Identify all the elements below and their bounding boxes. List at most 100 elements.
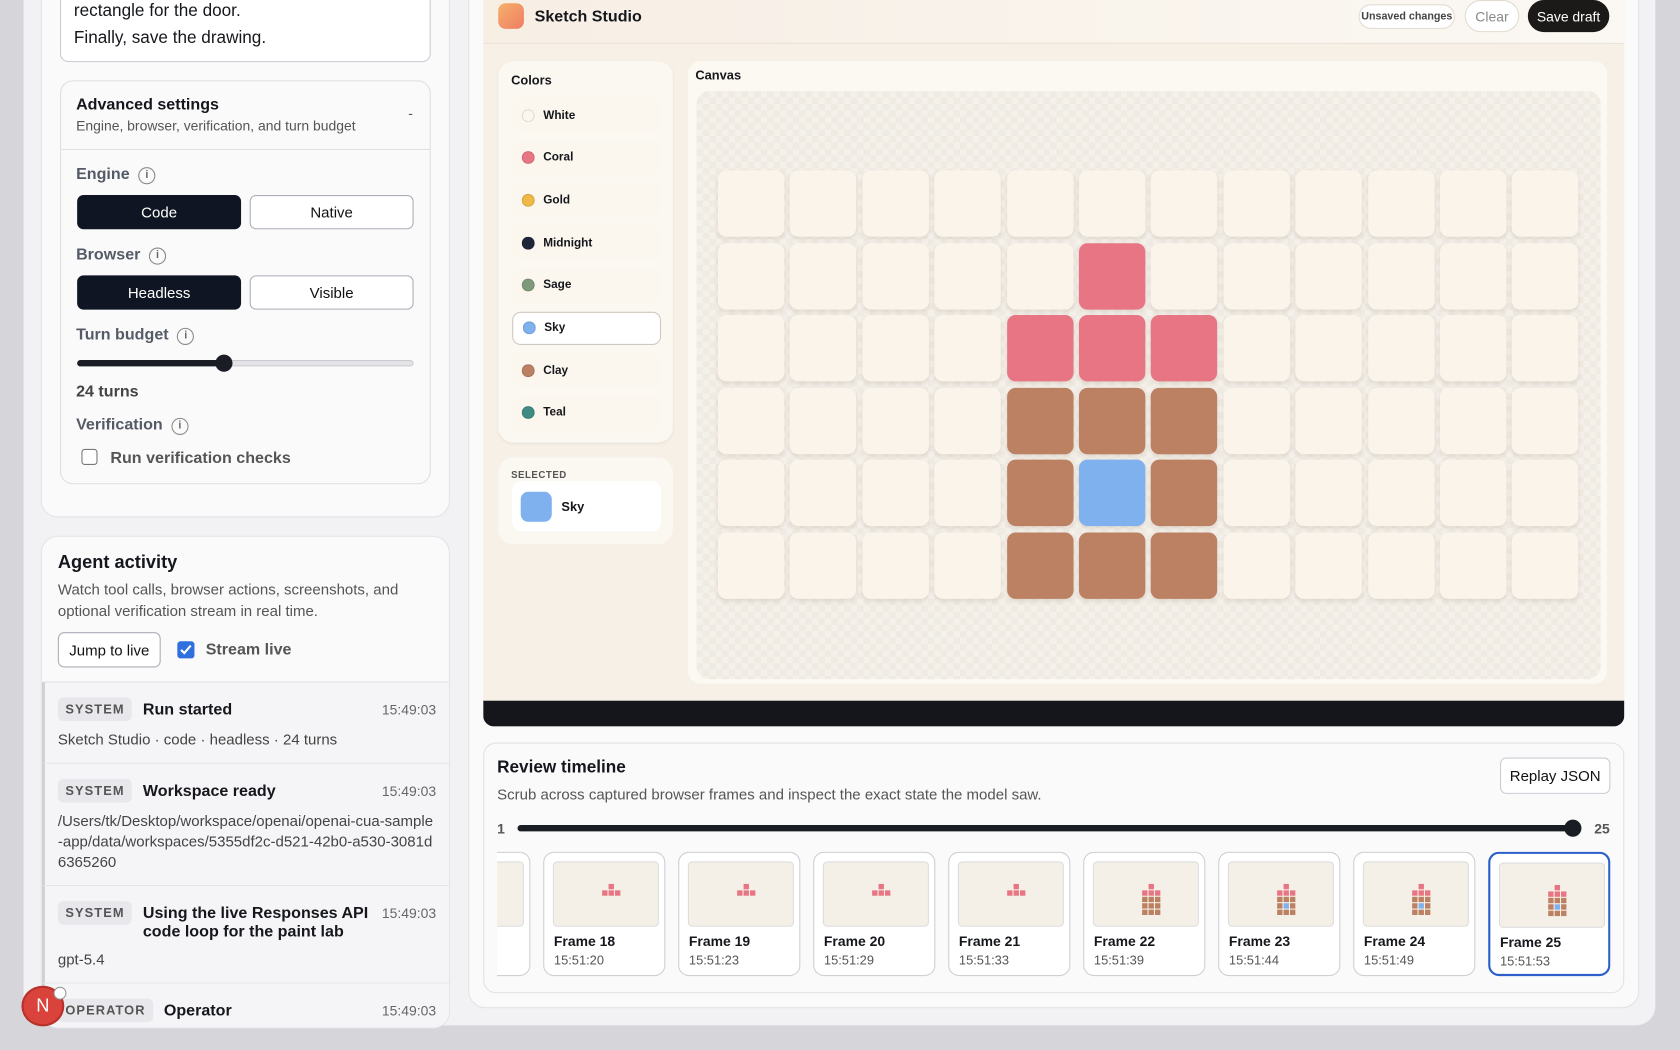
- canvas-cell[interactable]: [717, 242, 785, 310]
- frame-card[interactable]: Frame 22 15:51:39: [1083, 851, 1206, 977]
- log-entry[interactable]: SYSTEM Using the live Responses API code …: [41, 886, 449, 984]
- stream-checkbox[interactable]: [177, 641, 195, 659]
- painted-cell[interactable]: [1006, 387, 1074, 454]
- color-item[interactable]: Midnight: [512, 226, 662, 260]
- canvas-cell[interactable]: [1223, 315, 1290, 382]
- painted-cell[interactable]: [1078, 315, 1146, 382]
- color-item[interactable]: Gold: [512, 183, 662, 217]
- canvas-cell[interactable]: [717, 531, 785, 599]
- painted-cell[interactable]: [1151, 315, 1218, 382]
- canvas-cell[interactable]: [1151, 242, 1218, 310]
- color-item[interactable]: Clay: [512, 353, 662, 387]
- color-item[interactable]: Sage: [512, 268, 662, 302]
- canvas-cell[interactable]: [1295, 242, 1362, 310]
- canvas-cell[interactable]: [1295, 387, 1362, 454]
- frame-card[interactable]: [497, 851, 531, 977]
- checkbox-label[interactable]: Run verification checks: [110, 448, 291, 468]
- collapse-toggle[interactable]: -: [408, 105, 413, 122]
- canvas-cell[interactable]: [1223, 170, 1290, 237]
- canvas-cell[interactable]: [934, 387, 1001, 454]
- canvas-cell[interactable]: [1439, 315, 1507, 382]
- canvas-cell[interactable]: [862, 315, 929, 382]
- painted-cell[interactable]: [1151, 459, 1218, 527]
- painted-cell[interactable]: [1006, 531, 1074, 599]
- frame-card[interactable]: Frame 18 15:51:20: [543, 851, 666, 977]
- replay-button[interactable]: Replay JSON: [1500, 757, 1611, 794]
- frame-card[interactable]: Frame 24 15:51:49: [1353, 851, 1476, 977]
- canvas-cell[interactable]: [790, 170, 857, 237]
- canvas-cell[interactable]: [1006, 170, 1074, 237]
- avatar[interactable]: N: [21, 985, 65, 1027]
- canvas-cell[interactable]: [790, 531, 857, 599]
- prompt-textarea[interactable]: rectangle for the door. Finally, save th…: [60, 0, 431, 63]
- painted-cell[interactable]: [1078, 531, 1146, 599]
- canvas-cell[interactable]: [1512, 242, 1579, 310]
- canvas-cell[interactable]: [1367, 242, 1435, 310]
- clear-button[interactable]: Clear: [1464, 0, 1520, 33]
- canvas-cell[interactable]: [862, 170, 929, 237]
- canvas-cell[interactable]: [790, 315, 857, 382]
- painted-cell[interactable]: [1151, 531, 1218, 599]
- canvas-cell[interactable]: [1151, 170, 1218, 237]
- frame-card[interactable]: Frame 25 15:51:53: [1488, 851, 1611, 977]
- painted-cell[interactable]: [1006, 459, 1074, 527]
- info-icon[interactable]: i: [171, 417, 189, 436]
- canvas-cell[interactable]: [1367, 315, 1435, 382]
- jump-button[interactable]: Jump to live: [57, 632, 161, 668]
- engine-option[interactable]: Native: [249, 195, 414, 230]
- info-icon[interactable]: i: [148, 247, 167, 265]
- canvas-cell[interactable]: [1295, 170, 1362, 237]
- frame-card[interactable]: Frame 21 15:51:33: [948, 851, 1071, 977]
- browser-option[interactable]: Headless: [77, 275, 242, 310]
- canvas-cell[interactable]: [862, 387, 929, 454]
- log-entry[interactable]: OPERATOR Operator 15:49:03: [41, 983, 449, 1028]
- frame-card[interactable]: Frame 19 15:51:23: [678, 851, 801, 977]
- checkbox[interactable]: [81, 448, 98, 466]
- log-entry[interactable]: SYSTEM Workspace ready 15:49:03/Users/tk/D…: [41, 763, 449, 887]
- stream-label[interactable]: Stream live: [205, 640, 292, 659]
- painted-cell[interactable]: [1078, 387, 1146, 454]
- canvas-cell[interactable]: [1223, 531, 1290, 599]
- canvas-cell[interactable]: [1295, 315, 1362, 382]
- canvas-cell[interactable]: [1512, 459, 1579, 527]
- browser-option[interactable]: Visible: [249, 275, 414, 310]
- canvas-cell[interactable]: [862, 242, 929, 310]
- painted-cell[interactable]: [1151, 387, 1218, 454]
- info-icon[interactable]: i: [177, 327, 195, 346]
- canvas-cell[interactable]: [1512, 531, 1579, 599]
- painted-cell[interactable]: [1006, 315, 1074, 382]
- frame-card[interactable]: Frame 23 15:51:44: [1218, 851, 1341, 977]
- canvas-cell[interactable]: [790, 387, 857, 454]
- canvas-cell[interactable]: [862, 459, 929, 527]
- canvas-cell[interactable]: [1439, 387, 1507, 454]
- canvas-cell[interactable]: [1512, 170, 1579, 237]
- color-item[interactable]: Teal: [512, 396, 662, 430]
- canvas-cell[interactable]: [1367, 531, 1435, 599]
- slider-thumb[interactable]: [215, 354, 233, 372]
- canvas-cell[interactable]: [1078, 170, 1146, 237]
- canvas-cell[interactable]: [1512, 315, 1579, 382]
- canvas-cell[interactable]: [717, 459, 785, 527]
- canvas-cell[interactable]: [1223, 242, 1290, 310]
- canvas-cell[interactable]: [790, 242, 857, 310]
- canvas-cell[interactable]: [1295, 531, 1362, 599]
- painted-cell[interactable]: [1078, 459, 1146, 527]
- canvas-cell[interactable]: [790, 459, 857, 527]
- canvas-cell[interactable]: [862, 531, 929, 599]
- canvas-cell[interactable]: [1512, 387, 1579, 454]
- painted-cell[interactable]: [1078, 242, 1146, 310]
- canvas-cell[interactable]: [1439, 459, 1507, 527]
- canvas-cell[interactable]: [934, 170, 1001, 237]
- canvas-cell[interactable]: [934, 315, 1001, 382]
- canvas-cell[interactable]: [1006, 242, 1074, 310]
- canvas-cell[interactable]: [934, 242, 1001, 310]
- canvas-cell[interactable]: [1439, 531, 1507, 599]
- log-entry[interactable]: SYSTEM Run started 15:49:03 Sketch Studio ·…: [41, 682, 449, 764]
- canvas-cell[interactable]: [934, 459, 1001, 527]
- engine-option[interactable]: Code: [77, 195, 242, 230]
- color-item[interactable]: Coral: [512, 141, 662, 175]
- color-item[interactable]: White: [512, 98, 662, 132]
- timeline-track[interactable]: [517, 825, 1574, 832]
- canvas-cell[interactable]: [1439, 170, 1507, 237]
- canvas-cell[interactable]: [1367, 387, 1435, 454]
